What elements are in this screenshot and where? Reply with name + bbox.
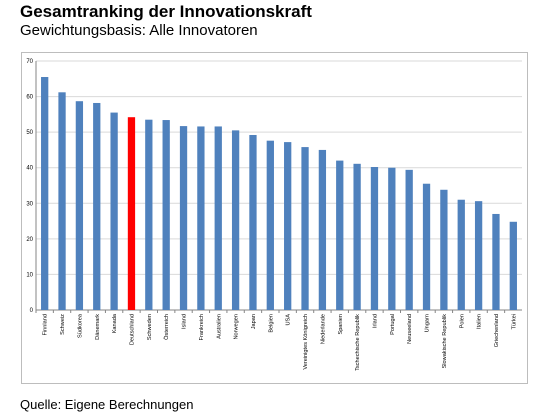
x-tick-label: Dänemark bbox=[95, 314, 101, 340]
x-tick-label: Türkei bbox=[511, 314, 517, 330]
x-tick-label: Vereinigtes Königreich bbox=[303, 314, 309, 370]
x-tick-label: Griechenland bbox=[494, 314, 500, 347]
chart-frame: 0 10 20 30 40 50 60 70 Finnland Schweiz Südkorea Dä… bbox=[21, 52, 528, 384]
x-tick-label: Irland bbox=[372, 314, 378, 328]
chart-title: Gesamtranking der Innovationskraft bbox=[20, 2, 312, 21]
x-tick-label: Australien bbox=[216, 314, 222, 339]
x-tick-label: Belgien bbox=[268, 314, 274, 333]
bar bbox=[509, 221, 517, 310]
x-tick-label: Schweden bbox=[147, 314, 153, 340]
bar bbox=[179, 126, 188, 311]
x-tick-label: Kanada bbox=[112, 313, 118, 333]
bar bbox=[162, 120, 170, 310]
bar bbox=[214, 126, 222, 310]
y-tick-label: 30 bbox=[26, 201, 33, 207]
bar bbox=[318, 149, 327, 310]
bar bbox=[370, 167, 379, 310]
bar bbox=[474, 201, 483, 310]
y-tick-label: 10 bbox=[26, 272, 33, 278]
bar bbox=[388, 167, 396, 310]
x-tick-label: Frankreich bbox=[199, 314, 205, 340]
bar bbox=[457, 199, 465, 310]
x-tick-label: Österreich bbox=[163, 314, 170, 340]
bar bbox=[145, 119, 153, 310]
bar-chart: 0 10 20 30 40 50 60 70 Finnland Schweiz Südkorea Dä… bbox=[26, 59, 522, 371]
bar bbox=[231, 130, 240, 310]
y-tick-label: 70 bbox=[26, 59, 33, 65]
bar bbox=[75, 101, 84, 310]
x-tick-label: Japan bbox=[251, 314, 257, 329]
x-tick-label: Niederlande bbox=[320, 314, 326, 344]
x-tick-label: Südkorea bbox=[77, 313, 83, 338]
y-tick-label: 20 bbox=[26, 237, 33, 243]
chart-subtitle: Gewichtungsbasis: Alle Innovatoren bbox=[20, 22, 258, 39]
y-tick-label: 40 bbox=[26, 166, 33, 172]
bar bbox=[301, 147, 309, 310]
bar bbox=[197, 126, 205, 310]
x-tick-label: Spanien bbox=[338, 314, 344, 335]
y-tick-label: 50 bbox=[26, 130, 33, 136]
bar bbox=[58, 92, 66, 310]
bar bbox=[405, 169, 413, 310]
x-tick-label: Deutschland bbox=[129, 314, 135, 345]
x-tick-label: Tschechische Republik bbox=[355, 314, 361, 371]
x-tick-label: Finnland bbox=[43, 314, 49, 335]
x-tick-label: Polen bbox=[459, 314, 465, 328]
x-tick-label: Norwegen bbox=[234, 314, 240, 340]
bar bbox=[492, 213, 500, 310]
bar bbox=[249, 134, 257, 310]
x-tick-label: Schweiz bbox=[60, 314, 66, 335]
bar bbox=[93, 102, 101, 310]
y-tick-label: 0 bbox=[30, 308, 34, 314]
bar bbox=[284, 142, 292, 310]
x-tick-label: Ungarn bbox=[425, 314, 431, 332]
x-tick-label: Slowakische Republik bbox=[442, 314, 448, 369]
x-tick-label: USA bbox=[286, 314, 292, 326]
bar bbox=[353, 163, 361, 310]
bar bbox=[266, 140, 274, 310]
bar bbox=[127, 117, 136, 311]
x-tick-label: Portugal bbox=[390, 314, 396, 335]
bar bbox=[110, 112, 118, 310]
x-tick-label: Italien bbox=[477, 314, 483, 329]
x-tick-label: Island bbox=[182, 314, 188, 329]
bar bbox=[336, 160, 344, 310]
y-tick-label: 60 bbox=[26, 95, 33, 101]
x-tick-label: Neuseeland bbox=[407, 314, 413, 344]
bar bbox=[41, 77, 49, 310]
source-note: Quelle: Eigene Berechnungen bbox=[20, 397, 194, 412]
bar bbox=[422, 183, 431, 310]
bar bbox=[440, 189, 448, 310]
